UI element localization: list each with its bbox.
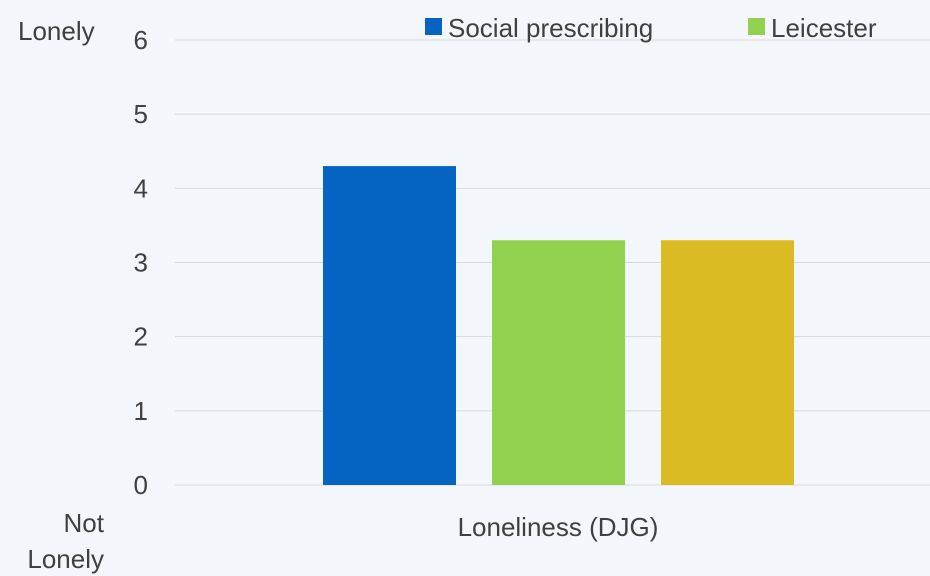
y-bottom-label-line1: Not: [64, 508, 105, 538]
legend: Social prescribing Leicester: [425, 13, 877, 43]
legend-swatch: [425, 18, 442, 35]
y-bottom-label-line2: Lonely: [27, 544, 104, 574]
y-tick-label: 5: [134, 99, 148, 129]
y-tick-label: 1: [134, 396, 148, 426]
y-top-label: Lonely: [18, 16, 95, 46]
y-tick-label: 2: [134, 322, 148, 352]
y-tick-label: 0: [134, 470, 148, 500]
y-tick-label: 6: [134, 25, 148, 55]
legend-label: Leicester: [771, 13, 877, 43]
bar: [323, 166, 456, 486]
legend-swatch: [748, 18, 765, 35]
bar: [492, 240, 625, 485]
y-tick-label: 4: [134, 173, 148, 203]
y-tick-label: 3: [134, 248, 148, 278]
bars: [323, 166, 794, 486]
bar: [661, 240, 794, 485]
y-axis-ticks: 0 1 2 3 4 5 6: [134, 25, 148, 500]
legend-label: Social prescribing: [448, 13, 653, 43]
x-category-label: Loneliness (DJG): [458, 512, 659, 542]
